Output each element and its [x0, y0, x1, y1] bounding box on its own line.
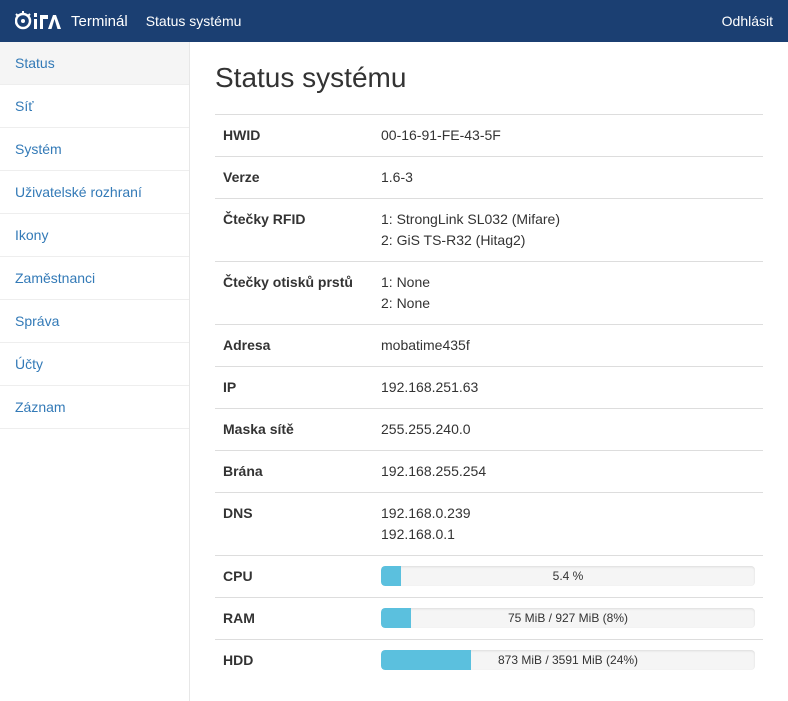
dns-line1: 192.168.0.239: [381, 503, 755, 524]
label-hwid: HWID: [215, 115, 373, 157]
value-ip: 192.168.251.63: [373, 367, 763, 409]
label-mask: Maska sítě: [215, 409, 373, 451]
dns-line2: 192.168.0.1: [381, 524, 755, 545]
value-rfid: 1: StrongLink SL032 (Mifare) 2: GiS TS-R…: [373, 199, 763, 262]
row-gateway: Brána 192.168.255.254: [215, 451, 763, 493]
label-ip: IP: [215, 367, 373, 409]
row-fingerprint: Čtečky otisků prstů 1: None 2: None: [215, 262, 763, 325]
value-address: mobatime435f: [373, 325, 763, 367]
main-content: Status systému HWID 00-16-91-FE-43-5F Ve…: [190, 42, 788, 701]
label-rfid: Čtečky RFID: [215, 199, 373, 262]
value-dns: 192.168.0.239 192.168.0.1: [373, 493, 763, 556]
row-hdd: HDD 873 MiB / 3591 MiB (24%): [215, 640, 763, 682]
row-hwid: HWID 00-16-91-FE-43-5F: [215, 115, 763, 157]
label-version: Verze: [215, 157, 373, 199]
row-version: Verze 1.6-3: [215, 157, 763, 199]
row-ram: RAM 75 MiB / 927 MiB (8%): [215, 598, 763, 640]
row-mask: Maska sítě 255.255.240.0: [215, 409, 763, 451]
sidebar-item-3[interactable]: Uživatelské rozhraní: [0, 171, 189, 214]
label-cpu: CPU: [215, 556, 373, 598]
logout-link[interactable]: Odhlásit: [722, 13, 773, 29]
progress-label-hdd: 873 MiB / 3591 MiB (24%): [381, 650, 755, 670]
progress-cpu: 5.4 %: [381, 566, 755, 586]
label-fingerprint: Čtečky otisků prstů: [215, 262, 373, 325]
row-address: Adresa mobatime435f: [215, 325, 763, 367]
progress-label-ram: 75 MiB / 927 MiB (8%): [381, 608, 755, 628]
value-version: 1.6-3: [373, 157, 763, 199]
progress-hdd: 873 MiB / 3591 MiB (24%): [381, 650, 755, 670]
page-title: Status systému: [215, 62, 763, 94]
sidebar-item-8[interactable]: Záznam: [0, 386, 189, 429]
logo-icon: [15, 11, 63, 31]
sidebar-item-7[interactable]: Účty: [0, 343, 189, 386]
sidebar-item-6[interactable]: Správa: [0, 300, 189, 343]
row-rfid: Čtečky RFID 1: StrongLink SL032 (Mifare)…: [215, 199, 763, 262]
brand-text: Terminál: [71, 13, 128, 30]
row-ip: IP 192.168.251.63: [215, 367, 763, 409]
value-hwid: 00-16-91-FE-43-5F: [373, 115, 763, 157]
label-ram: RAM: [215, 598, 373, 640]
label-gateway: Brána: [215, 451, 373, 493]
rfid-line1: 1: StrongLink SL032 (Mifare): [381, 209, 755, 230]
sidebar-item-2[interactable]: Systém: [0, 128, 189, 171]
progress-label-cpu: 5.4 %: [381, 566, 755, 586]
value-gateway: 192.168.255.254: [373, 451, 763, 493]
label-dns: DNS: [215, 493, 373, 556]
label-hdd: HDD: [215, 640, 373, 682]
row-cpu: CPU 5.4 %: [215, 556, 763, 598]
value-mask: 255.255.240.0: [373, 409, 763, 451]
status-table: HWID 00-16-91-FE-43-5F Verze 1.6-3 Čtečk…: [215, 114, 763, 681]
finger-line1: 1: None: [381, 272, 755, 293]
rfid-line2: 2: GiS TS-R32 (Hitag2): [381, 230, 755, 251]
sidebar-item-0[interactable]: Status: [0, 42, 189, 85]
navbar: Terminál Status systému Odhlásit: [0, 0, 788, 42]
finger-line2: 2: None: [381, 293, 755, 314]
progress-ram: 75 MiB / 927 MiB (8%): [381, 608, 755, 628]
row-dns: DNS 192.168.0.239 192.168.0.1: [215, 493, 763, 556]
sidebar-item-5[interactable]: Zaměstnanci: [0, 257, 189, 300]
value-fingerprint: 1: None 2: None: [373, 262, 763, 325]
label-address: Adresa: [215, 325, 373, 367]
sidebar-item-4[interactable]: Ikony: [0, 214, 189, 257]
sidebar-item-1[interactable]: Síť: [0, 85, 189, 128]
nav-status-link[interactable]: Status systému: [146, 13, 242, 29]
sidebar: StatusSíťSystémUživatelské rozhraníIkony…: [0, 42, 190, 701]
